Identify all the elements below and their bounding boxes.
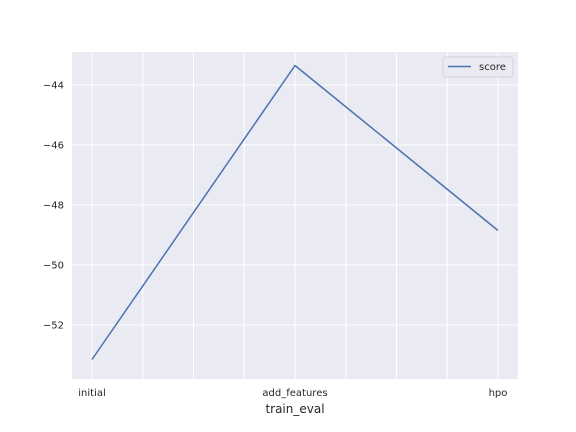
y-tick-labels: −52 −50 −48 −46 −44 [43,81,64,332]
y-tick-label: −44 [43,81,64,92]
y-tick-label: −52 [43,321,64,332]
legend: score [442,56,514,78]
x-axis-label: train_eval [265,402,324,416]
x-tick-label: hpo [489,388,508,399]
series-layer [91,64,499,360]
legend-label-score: score [479,62,506,73]
x-tick-label: add_features [262,388,327,399]
y-tick-label: −50 [43,261,64,272]
legend-box [442,56,514,78]
y-tick-label: −46 [43,141,64,152]
x-tick-label: initial [78,388,106,399]
x-tick-labels: initial add_features hpo [78,388,507,399]
grid [72,52,518,379]
y-tick-label: −48 [43,201,64,212]
